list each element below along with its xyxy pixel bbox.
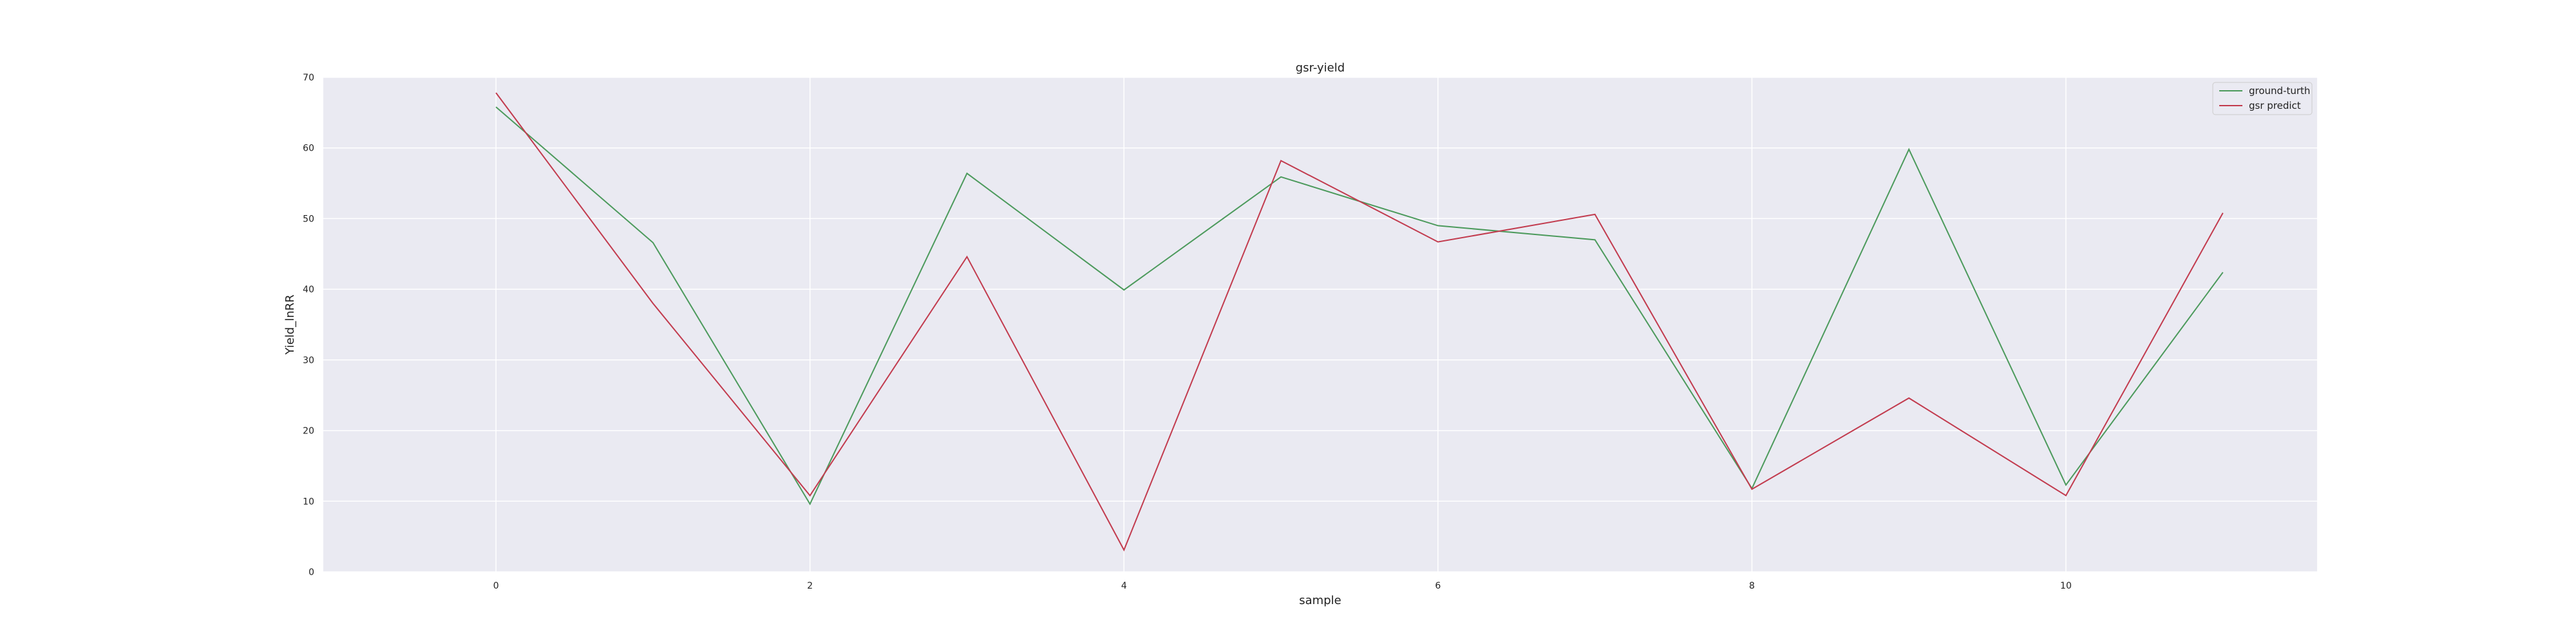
- series-line-gsr-predict: [495, 92, 2224, 552]
- x-tick-label: 6: [1435, 581, 1441, 591]
- y-axis-label: Yield_lnRR: [283, 294, 297, 355]
- y-tick-label: 40: [303, 285, 314, 295]
- x-tick-label: 10: [2060, 581, 2072, 591]
- y-tick-label: 60: [303, 144, 314, 154]
- x-tick-label: 8: [1749, 581, 1755, 591]
- y-tick-label: 50: [303, 214, 314, 224]
- x-axis-label: sample: [1299, 594, 1341, 607]
- y-tick-label: 0: [308, 567, 314, 578]
- tick-labels: 0 10 20 30 40 50 60 70 0 2 4 6 8 10: [303, 73, 2072, 591]
- y-tick-label: 70: [303, 73, 314, 83]
- plot-background: [323, 77, 2317, 572]
- series-lines: [495, 92, 2224, 552]
- grid: [323, 77, 2317, 573]
- legend-label-ground-turth: ground-turth: [2249, 85, 2310, 97]
- y-tick-label: 10: [303, 497, 314, 507]
- x-tick-label: 2: [807, 581, 813, 591]
- y-tick-label: 20: [303, 426, 314, 437]
- y-tick-label: 30: [303, 355, 314, 366]
- legend-label-gsr-predict: gsr predict: [2249, 100, 2301, 111]
- chart-title: gsr-yield: [1296, 61, 1345, 75]
- x-tick-label: 4: [1121, 581, 1127, 591]
- x-tick-label: 0: [493, 581, 499, 591]
- legend: ground-turth gsr predict: [2212, 82, 2313, 115]
